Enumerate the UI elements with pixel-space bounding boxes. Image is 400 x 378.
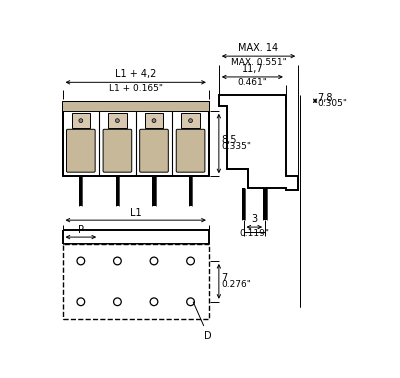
Text: 0.461": 0.461"	[238, 79, 267, 87]
Bar	[72, 113, 90, 128]
Circle shape	[150, 298, 158, 306]
Text: L1 + 0.165": L1 + 0.165"	[109, 84, 163, 93]
Text: 7: 7	[221, 273, 228, 283]
Circle shape	[114, 298, 121, 306]
Circle shape	[77, 298, 85, 306]
Circle shape	[187, 298, 194, 306]
Text: 0.276": 0.276"	[221, 280, 251, 289]
Bar	[108, 113, 126, 128]
Text: P: P	[78, 225, 84, 235]
Circle shape	[189, 119, 192, 122]
Circle shape	[116, 119, 119, 122]
Circle shape	[79, 119, 83, 122]
Bar	[189, 176, 192, 206]
Bar	[62, 244, 209, 319]
FancyBboxPatch shape	[140, 129, 168, 172]
Text: 7,8: 7,8	[318, 93, 333, 103]
Circle shape	[77, 257, 85, 265]
Bar	[62, 102, 209, 176]
Text: L1: L1	[130, 208, 142, 218]
Polygon shape	[219, 95, 298, 190]
Text: 0.119": 0.119"	[239, 229, 269, 238]
Bar	[79, 176, 82, 206]
Text: 0.305": 0.305"	[318, 99, 348, 108]
Text: MAX. 0.551": MAX. 0.551"	[231, 58, 286, 67]
Bar	[116, 176, 119, 206]
Text: 0.335": 0.335"	[221, 142, 251, 151]
Bar	[182, 113, 200, 128]
FancyBboxPatch shape	[103, 129, 132, 172]
Circle shape	[187, 257, 194, 265]
Text: MAX. 14: MAX. 14	[238, 43, 278, 53]
Circle shape	[152, 119, 156, 122]
Bar	[263, 188, 267, 220]
Text: L1 + 4,2: L1 + 4,2	[115, 69, 156, 79]
Bar	[152, 176, 156, 206]
Text: D: D	[193, 302, 212, 341]
Text: 3: 3	[251, 214, 257, 224]
FancyBboxPatch shape	[66, 129, 95, 172]
FancyBboxPatch shape	[176, 129, 205, 172]
Text: 11,7: 11,7	[242, 64, 263, 74]
Bar	[242, 188, 246, 220]
Circle shape	[114, 257, 121, 265]
Circle shape	[150, 257, 158, 265]
Bar	[145, 113, 163, 128]
Text: 8,5: 8,5	[221, 135, 237, 146]
Bar	[62, 102, 209, 111]
